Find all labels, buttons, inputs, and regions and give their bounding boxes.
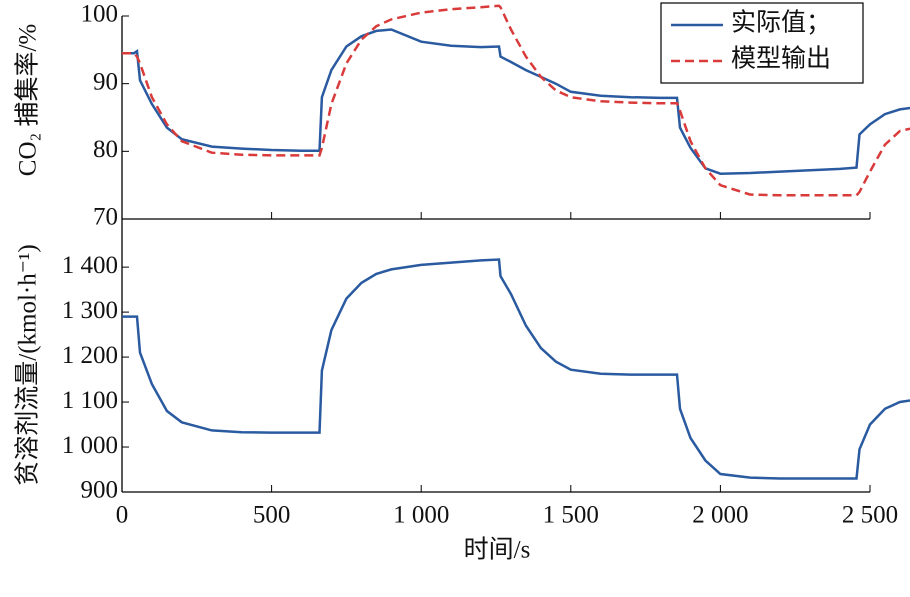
y-tick-label: 90 [93, 68, 118, 95]
y-tick-label: 80 [93, 136, 118, 163]
data-line [122, 28, 910, 175]
data-line [122, 258, 910, 480]
y-tick-label: 100 [81, 1, 119, 28]
y-tick-label: 1 400 [62, 252, 118, 279]
legend-label: 实际值； [731, 9, 831, 37]
legend-label: 模型输出 [731, 45, 831, 73]
x-tick-label: 1 000 [393, 502, 449, 529]
y-axis-label: CO₂ 捕集率/% [14, 24, 42, 176]
y-tick-label: 70 [93, 204, 118, 231]
y-axis-label: 贫溶剂流量/(kmol·h⁻¹) [14, 244, 42, 486]
x-tick-label: 2 000 [692, 502, 748, 529]
x-tick-label: 1 500 [543, 502, 599, 529]
y-tick-label: 1 100 [62, 387, 118, 414]
x-tick-label: 500 [253, 502, 291, 529]
x-tick-label: 0 [116, 502, 129, 529]
y-tick-label: 1 000 [62, 432, 118, 459]
y-tick-label: 1 300 [62, 297, 118, 324]
x-axis-label: 时间/s [464, 536, 531, 564]
y-tick-label: 900 [81, 477, 119, 504]
x-tick-label: 2 500 [842, 502, 898, 529]
legend-box [660, 2, 864, 84]
data-line [122, 4, 910, 197]
y-tick-label: 1 200 [62, 342, 118, 369]
